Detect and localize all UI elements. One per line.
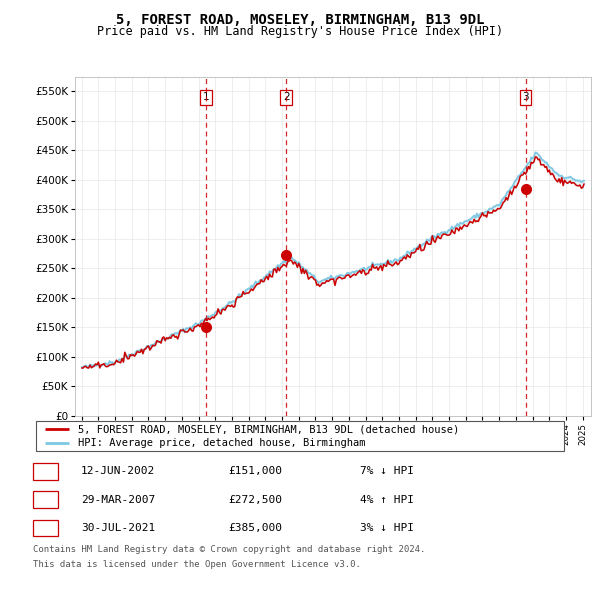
Text: 4% ↑ HPI: 4% ↑ HPI [360,495,414,504]
Text: 3% ↓ HPI: 3% ↓ HPI [360,523,414,533]
Text: 5, FOREST ROAD, MOSELEY, BIRMINGHAM, B13 9DL: 5, FOREST ROAD, MOSELEY, BIRMINGHAM, B13… [116,13,484,27]
Text: 12-JUN-2002: 12-JUN-2002 [81,467,155,476]
Text: 1: 1 [203,93,209,102]
Text: 30-JUL-2021: 30-JUL-2021 [81,523,155,533]
Text: £151,000: £151,000 [228,467,282,476]
Text: £385,000: £385,000 [228,523,282,533]
Text: Price paid vs. HM Land Registry's House Price Index (HPI): Price paid vs. HM Land Registry's House … [97,25,503,38]
Text: 1: 1 [42,467,49,476]
Text: 7% ↓ HPI: 7% ↓ HPI [360,467,414,476]
Text: 29-MAR-2007: 29-MAR-2007 [81,495,155,504]
Text: Contains HM Land Registry data © Crown copyright and database right 2024.: Contains HM Land Registry data © Crown c… [33,545,425,554]
Text: 3: 3 [42,523,49,533]
Text: 2: 2 [42,495,49,504]
Text: HPI: Average price, detached house, Birmingham: HPI: Average price, detached house, Birm… [78,438,365,448]
Text: £272,500: £272,500 [228,495,282,504]
Text: 3: 3 [522,93,529,102]
Text: This data is licensed under the Open Government Licence v3.0.: This data is licensed under the Open Gov… [33,560,361,569]
Text: 2: 2 [283,93,289,102]
Text: 5, FOREST ROAD, MOSELEY, BIRMINGHAM, B13 9DL (detached house): 5, FOREST ROAD, MOSELEY, BIRMINGHAM, B13… [78,424,459,434]
